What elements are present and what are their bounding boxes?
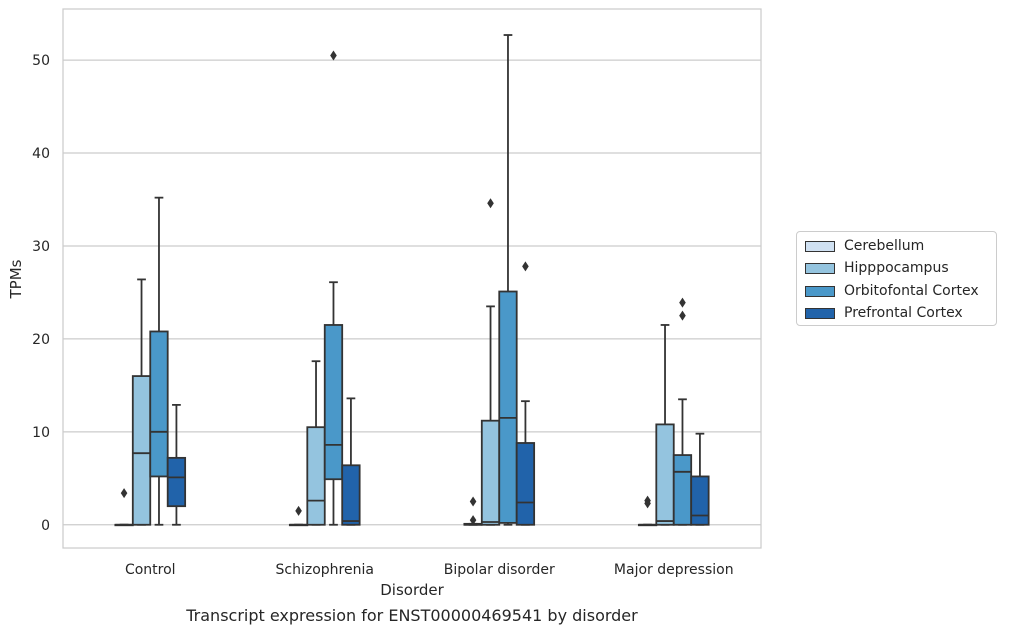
y-tick-label: 40 [32,146,50,162]
legend-item-hippocampus: Hipppocampus [805,259,949,277]
outlier-point [644,498,651,509]
box-3-3 [690,432,710,526]
box-iqr [690,475,710,526]
legend: Cerebellum Hipppocampus Orbitofontal Cor… [796,231,997,326]
box-iqr [655,423,675,526]
box-2-2 [498,34,518,526]
outlier-point [295,505,302,516]
y-tick-label: 20 [32,332,50,348]
legend-label-prefrontal: Prefrontal Cortex [844,305,963,321]
box-2-3 [515,261,536,526]
legend-item-prefrontal: Prefrontal Cortex [805,304,963,322]
outlier-point [679,310,686,321]
box-3-2 [672,297,693,526]
x-tick-label: Control [125,562,176,578]
box-3-0 [637,495,658,527]
y-axis-label: TPMs [7,259,25,299]
outlier-point [120,488,128,499]
x-tick-label: Bipolar disorder [444,562,555,578]
y-tick-label: 50 [32,53,50,69]
outlier-point [522,261,529,272]
legend-label-hippocampus: Hipppocampus [844,260,949,276]
box-iqr [323,324,344,481]
plot-frame [62,8,762,549]
box-iqr [672,454,693,526]
outlier-point [469,496,477,507]
box-2-0 [463,496,483,526]
legend-swatch-hippocampus [805,262,835,274]
box-iqr [341,464,361,526]
y-tick-label: 30 [32,239,50,255]
legend-swatch-prefrontal [805,307,835,319]
legend-label-orbitofrontal: Orbitofontal Cortex [844,283,979,299]
x-axis-label: Disorder [380,581,444,599]
legend-label-cerebellum: Cerebellum [844,238,925,254]
box-3-1 [655,324,675,526]
box-0-1 [131,278,152,526]
legend-swatch-cerebellum [805,240,835,252]
y-tick-label: 0 [41,518,50,534]
box-0-0 [114,488,134,527]
legend-swatch-orbitofrontal [805,285,835,297]
outlier-point [469,515,477,526]
outlier-point [487,198,494,209]
x-tick-label: Major depression [614,562,734,578]
box-2-1 [480,198,501,526]
x-tick-labels: Control Schizophrenia Bipolar disorder Majo… [125,562,734,578]
outlier-point [330,50,337,61]
box-iqr [480,419,501,526]
box-1-3 [341,397,361,526]
box-1-1 [306,360,326,526]
x-tick-label: Schizophrenia [276,562,374,578]
box-iqr [166,456,187,508]
legend-item-orbitofrontal: Orbitofontal Cortex [805,282,979,300]
figure-caption: Transcript expression for ENST0000046954… [186,606,638,625]
box-iqr [149,330,169,478]
box-0-2 [149,196,169,526]
box-iqr [306,426,326,526]
outlier-point [679,297,686,308]
box-1-0 [288,505,309,527]
box-iqr [131,375,152,526]
box-0-3 [166,403,187,526]
box-iqr [498,290,518,524]
y-tick-labels: 0 10 20 30 40 50 [32,53,50,534]
box-elements [114,34,710,527]
box-iqr [515,442,536,526]
box-1-2 [323,50,344,526]
y-tick-label: 10 [32,425,50,441]
legend-item-cerebellum: Cerebellum [805,237,924,255]
